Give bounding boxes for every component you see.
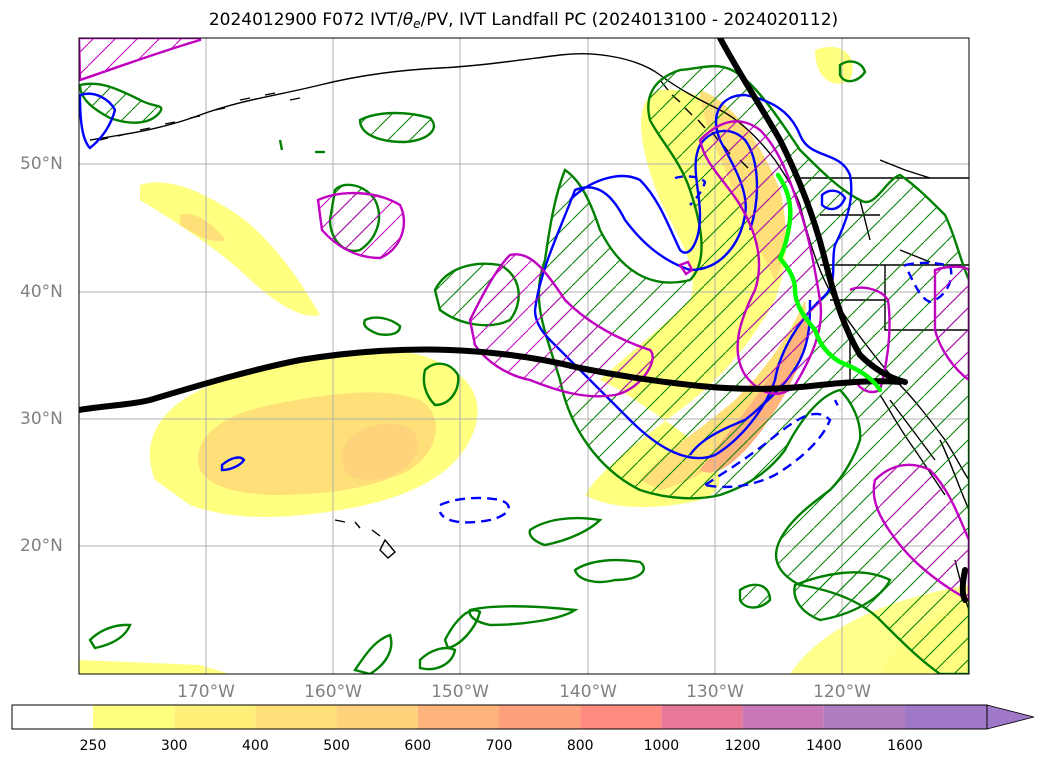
aleutian-islands	[99, 92, 301, 141]
colorbar-frame	[11, 704, 988, 730]
landfall-track-west	[79, 346, 903, 413]
colorbar-swatch	[823, 705, 905, 729]
ivt-fill-sw-edge	[79, 660, 230, 674]
colorbar-extend-arrow	[986, 704, 1035, 730]
colorbar-tick-label: 300	[160, 738, 188, 754]
title-prefix: 2024012900 F072 IVT/	[208, 10, 403, 30]
pv-nw-solid	[79, 92, 117, 150]
theta-e-s-blob4	[573, 558, 645, 584]
theta-e-ne-small	[838, 60, 867, 83]
colorbar-swatch	[499, 705, 581, 729]
ivt-contour-west	[468, 253, 654, 398]
theta-e-s-blob8	[88, 623, 132, 650]
map-plot	[78, 37, 970, 675]
lat-label-40n: 40°N	[20, 282, 63, 302]
colorbar-swatch	[12, 705, 93, 729]
lat-label-30n: 30°N	[20, 409, 63, 429]
colorbar-tick-label: 500	[323, 738, 350, 754]
title-theta: θ	[402, 10, 414, 30]
ivt-contour-south	[872, 463, 969, 602]
lon-label-160w: 160°W	[304, 682, 362, 702]
colorbar-swatch	[417, 705, 499, 729]
map-title: 2024012900 F072 IVT/θe/PV, IVT Landfall …	[0, 10, 1047, 31]
pv-dashed-3	[674, 175, 707, 206]
ivt-contour-nw	[316, 191, 406, 260]
hawaii-islands	[334, 519, 396, 559]
lon-label-140w: 140°W	[559, 682, 617, 702]
colorbar-swatch	[93, 705, 175, 729]
theta-e-s-blob1	[422, 362, 460, 407]
lon-label-170w: 170°W	[177, 682, 235, 702]
theta-e-s-blob9	[353, 633, 393, 674]
colorbar	[11, 704, 1035, 730]
theta-e-n-small2	[278, 139, 284, 151]
lon-label-130w: 130°W	[686, 682, 744, 702]
pv-dashed-1	[704, 412, 832, 489]
colorbar-tick-label: 1600	[887, 738, 923, 754]
title-suffix: /PV, IVT Landfall PC (2024013100 - 20240…	[420, 10, 839, 30]
ivt-fill-nw-core	[180, 214, 225, 242]
landfall-track-north	[717, 38, 908, 385]
colorbar-tick-label: 1000	[643, 738, 680, 754]
theta-e-s-blob10	[418, 646, 457, 671]
colorbar-swatch	[742, 705, 824, 729]
ivt-contour-ne-corner	[79, 38, 202, 82]
theta-e-s-blob11	[443, 609, 482, 650]
colorbar-tick-label: 600	[404, 738, 432, 754]
title-theta-sub: e	[413, 17, 421, 31]
lat-label-20n: 20°N	[20, 536, 63, 556]
theta-e-s-blob2	[363, 316, 402, 336]
colorbar-tick-label: 700	[485, 738, 513, 754]
theta-e-s-blob3	[528, 516, 603, 547]
ivt-contours	[79, 38, 969, 602]
ivt-contour-sw-coast	[849, 286, 891, 394]
pc-track	[775, 172, 883, 393]
ivt-contour-small	[678, 260, 694, 276]
colorbar-tick-label: 1400	[805, 738, 842, 754]
lat-label-50n: 50°N	[20, 154, 63, 174]
theta-e-ne-blob	[79, 82, 163, 124]
theta-e-north-blob	[358, 111, 436, 144]
ivt-contour-east	[933, 265, 969, 382]
colorbar-swatch	[905, 705, 987, 729]
colorbar-swatch	[255, 705, 337, 729]
pv-dashed-5	[833, 399, 842, 411]
theta-e-s-blob7	[793, 571, 892, 622]
pv-main-solid	[533, 93, 853, 460]
theta-e-s-blob6	[738, 583, 772, 609]
colorbar-swatches	[12, 705, 987, 729]
map-frame	[78, 37, 970, 675]
pv-sw-solid	[220, 456, 246, 472]
ivt-fill-west-core	[341, 423, 419, 480]
colorbar-swatch	[174, 705, 256, 729]
colorbar-tick-label: 400	[242, 738, 269, 754]
lon-label-150w: 150°W	[431, 682, 489, 702]
pv-small-blob	[820, 189, 847, 211]
ivt-fill-ne-blob	[815, 46, 853, 84]
colorbar-swatch	[661, 705, 743, 729]
colorbar-tick-label: 800	[566, 738, 594, 754]
colorbar-tick-label: 1200	[724, 738, 761, 754]
colorbar-tick-label: 250	[79, 738, 107, 754]
landfall-track-se	[959, 567, 968, 603]
lon-label-120w: 120°W	[813, 682, 871, 702]
colorbar-swatch	[336, 705, 418, 729]
landfall-track	[79, 38, 968, 603]
colorbar-swatch	[580, 705, 662, 729]
